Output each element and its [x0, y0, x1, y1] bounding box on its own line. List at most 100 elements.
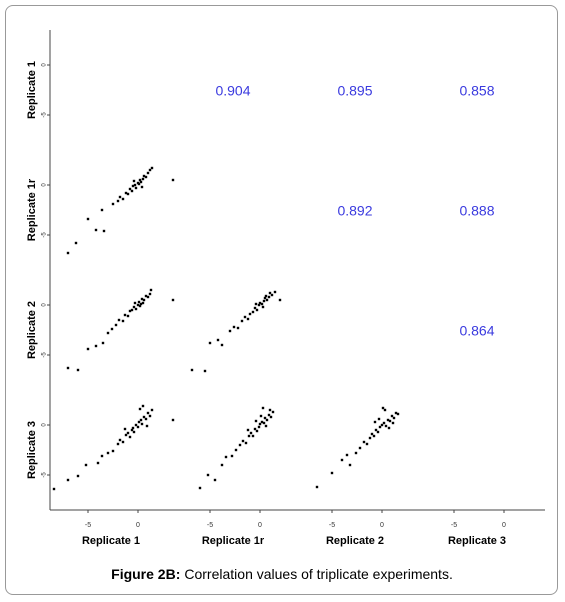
scatter-point — [387, 426, 391, 430]
column-label: Replicate 1r — [202, 535, 265, 547]
y-tick-label: -5 — [42, 232, 48, 238]
scatter-point — [144, 417, 148, 421]
scatter-point — [100, 454, 104, 458]
x-tick-label: 0 — [380, 522, 384, 529]
scatter-point — [134, 423, 138, 427]
scatter-point — [228, 329, 232, 333]
scatter-point — [268, 291, 272, 295]
scatter-point — [144, 294, 148, 298]
scatter-point — [111, 449, 115, 453]
correlation-value: 0.895 — [337, 83, 372, 99]
scatter-point — [131, 184, 135, 188]
scatter-point — [171, 178, 175, 182]
scatter-point — [362, 440, 366, 444]
scatter-point — [139, 302, 143, 306]
scatter-point — [384, 424, 388, 428]
scatter-point — [116, 199, 120, 203]
y-tick-label: -5 — [42, 112, 48, 118]
scatter-point — [130, 428, 134, 432]
scatter-point — [391, 421, 395, 425]
scatter-point — [124, 191, 128, 195]
scatter-point — [94, 228, 98, 232]
scatter-point — [171, 418, 175, 422]
scatter-point — [340, 458, 344, 462]
scatter-point — [330, 471, 334, 475]
scatter-point — [271, 410, 275, 414]
y-tick-label: 0 — [42, 423, 48, 427]
x-tick-label: 0 — [502, 522, 506, 529]
scatter-point — [110, 327, 114, 331]
x-tick-label: -5 — [207, 522, 213, 529]
scatter-point — [264, 294, 268, 298]
scatter-point — [246, 428, 250, 432]
scatter-point — [150, 166, 154, 170]
scatter-point — [84, 463, 88, 467]
scatter-point — [258, 422, 262, 426]
scatter-point — [257, 303, 261, 307]
scatter-point — [257, 425, 261, 429]
scatter-point — [141, 301, 145, 305]
caption-label: Figure 2B: — [111, 566, 180, 582]
scatter-point — [121, 197, 125, 201]
scatter-point — [132, 179, 136, 183]
scatter-point — [374, 428, 378, 432]
scatter-point — [118, 438, 122, 442]
x-tick-label: -5 — [329, 522, 335, 529]
y-tick-label: 0 — [42, 63, 48, 67]
scatter-point — [145, 424, 149, 428]
scatter-point — [236, 326, 240, 330]
scatter-point — [128, 187, 132, 191]
x-tick-label: 0 — [136, 522, 140, 529]
column-label: Replicate 3 — [448, 535, 506, 547]
scatter-point — [136, 425, 140, 429]
correlation-value: 0.888 — [459, 203, 494, 219]
scatter-point — [123, 313, 127, 317]
scatter-point — [249, 431, 253, 435]
scatter-point — [358, 446, 362, 450]
scatter-point — [278, 298, 282, 302]
scatter-point — [390, 414, 394, 418]
scatter-point — [117, 318, 121, 322]
scatter-point — [243, 315, 247, 319]
scatter-point — [66, 366, 70, 370]
scatter-point — [76, 368, 80, 372]
scatter-point — [392, 416, 396, 420]
row-label: Replicate 1r — [26, 178, 38, 241]
scatter-point — [142, 298, 146, 302]
scatter-point — [232, 325, 236, 329]
column-label: Replicate 1 — [82, 535, 140, 547]
scatter-point — [365, 442, 369, 446]
scatter-point — [66, 251, 70, 255]
scatter-point — [86, 217, 90, 221]
scatter-point — [268, 408, 272, 412]
scatter-point — [248, 312, 252, 316]
scatter-point — [241, 439, 245, 443]
scatter-point — [258, 301, 262, 305]
scatter-point — [383, 408, 387, 412]
scatter-point — [273, 290, 277, 294]
scatter-point — [265, 418, 269, 422]
x-tick-label: 0 — [258, 522, 262, 529]
scatter-point — [396, 412, 400, 416]
correlation-value: 0.864 — [459, 323, 494, 339]
scatter-point — [238, 443, 242, 447]
scatter-point — [52, 487, 56, 491]
scatter-point — [381, 406, 385, 410]
y-tick-label: 0 — [42, 183, 48, 187]
scatter-point — [94, 344, 98, 348]
scatter-point — [139, 418, 143, 422]
scatter-point — [102, 229, 106, 233]
scatter-point — [148, 168, 152, 172]
scatter-point — [388, 419, 392, 423]
scatter-point — [121, 319, 125, 323]
scatter-point — [190, 368, 194, 372]
row-label: Replicate 2 — [26, 301, 38, 359]
scatter-point — [114, 323, 118, 327]
scatter-point — [96, 461, 100, 465]
scatter-point — [373, 420, 377, 424]
scatter-point — [141, 177, 145, 181]
correlation-value: 0.892 — [337, 203, 372, 219]
scatter-point — [144, 175, 148, 179]
scatter-point — [146, 295, 150, 299]
scatter-point — [246, 317, 250, 321]
